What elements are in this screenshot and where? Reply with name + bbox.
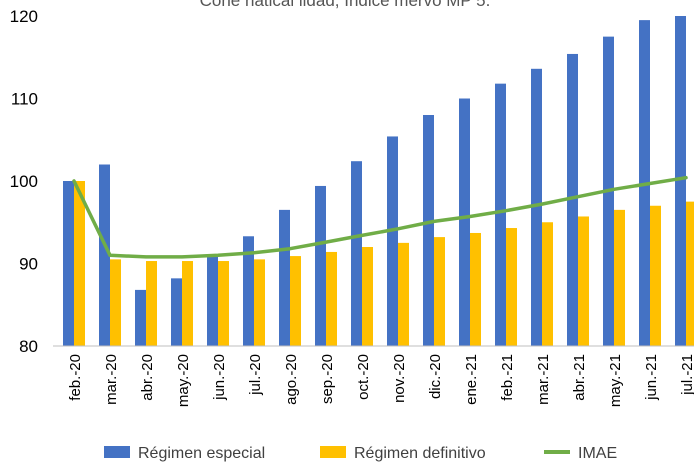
legend-label: IMAE	[578, 445, 617, 462]
x-tick-label: jul.-21	[679, 354, 694, 396]
chart-title: Cone hatical lidad, Indice mervo MP 5.	[200, 0, 491, 10]
bar-regimen-especial	[279, 209, 290, 346]
legend-swatch-regimen-especial	[104, 446, 130, 458]
x-tick-label: abr.-21	[571, 354, 588, 401]
bar-regimen-definitivo	[218, 261, 229, 346]
x-tick-label: nov.-20	[391, 354, 408, 403]
bar-regimen-definitivo	[110, 259, 121, 346]
x-tick-label: jun.-20	[211, 354, 228, 401]
legend-swatch-regimen-definitivo	[320, 446, 346, 458]
legend-label: Régimen especial	[138, 445, 265, 462]
bar-regimen-especial	[459, 98, 470, 346]
bar-regimen-especial	[495, 83, 506, 347]
x-axis: feb.-20 mar.-20 abr.-20 may.-20 jun.-20 jul.-…	[67, 354, 694, 407]
x-tick-label: ene.-21	[463, 354, 480, 405]
y-axis: 80 90 100 110 120	[10, 7, 38, 356]
bar-regimen-especial	[387, 136, 398, 346]
y-tick-label: 110	[11, 90, 38, 109]
x-tick-label: mar.-20	[103, 354, 120, 405]
bar-regimen-especial	[315, 185, 326, 346]
x-tick-label: sep.-20	[319, 354, 336, 404]
bar-regimen-definitivo	[362, 247, 373, 346]
x-tick-label: feb.-20	[67, 354, 84, 401]
y-tick-label: 120	[10, 7, 38, 26]
bar-regimen-definitivo	[614, 209, 625, 346]
bar-regimen-definitivo	[686, 201, 694, 346]
x-tick-label: oct.-20	[355, 354, 372, 400]
x-tick-label: jun.-21	[643, 354, 660, 401]
bar-regimen-especial	[243, 236, 254, 346]
bar-regimen-definitivo	[650, 205, 661, 346]
x-tick-label: dic.-20	[427, 354, 444, 399]
bar-regimen-definitivo	[470, 232, 481, 346]
x-tick-label: may.-21	[607, 354, 624, 407]
bar-regimen-especial	[423, 115, 434, 346]
bar-regimen-definitivo	[578, 216, 589, 346]
bar-regimen-especial	[99, 164, 110, 346]
x-tick-label: mar.-21	[535, 354, 552, 405]
bar-regimen-definitivo	[290, 256, 301, 346]
y-tick-label: 80	[19, 337, 38, 356]
x-tick-label: abr.-20	[139, 354, 156, 401]
x-tick-label: feb.-21	[499, 354, 516, 401]
legend-label: Régimen definitivo	[354, 445, 486, 462]
bar-regimen-definitivo	[542, 222, 553, 346]
bar-regimen-definitivo	[398, 242, 409, 346]
bar-regimen-definitivo	[182, 261, 193, 346]
legend: Régimen especial Régimen definitivo IMAE	[104, 445, 617, 462]
x-tick-label: ago.-20	[283, 354, 300, 405]
bar-regimen-especial	[531, 68, 542, 347]
imae-line	[72, 175, 688, 259]
bar-regimen-especial	[171, 278, 182, 346]
bar-regimen-especial	[351, 161, 362, 346]
bar-regimen-especial	[135, 289, 146, 346]
bar-regimen-definitivo	[506, 228, 517, 346]
y-tick-label: 90	[19, 255, 38, 274]
bar-regimen-definitivo	[254, 259, 265, 346]
bar-regimen-especial	[63, 181, 74, 346]
bar-regimen-definitivo	[434, 237, 445, 346]
bar-regimen-especial	[207, 256, 218, 346]
bar-regimen-especial	[675, 16, 686, 346]
bar-regimen-definitivo	[146, 261, 157, 346]
bar-regimen-definitivo	[74, 181, 85, 346]
bar-regimen-definitivo	[326, 251, 337, 346]
x-tick-label: jul.-20	[247, 354, 264, 396]
x-tick-label: may.-20	[175, 354, 192, 407]
imae-line-group	[72, 175, 688, 259]
y-tick-label: 100	[10, 172, 38, 191]
bar-regimen-especial	[567, 53, 578, 346]
bars	[63, 16, 694, 347]
